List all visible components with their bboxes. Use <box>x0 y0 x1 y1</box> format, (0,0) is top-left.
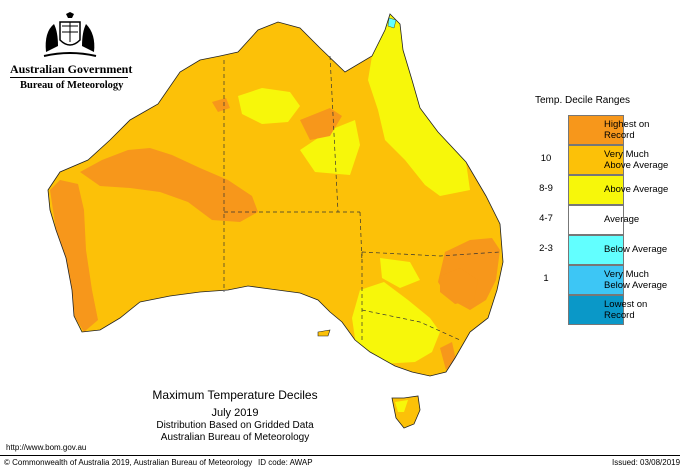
copyright-text: © Commonwealth of Australia 2019, Austra… <box>4 458 253 467</box>
legend-swatch <box>568 115 624 145</box>
record-high-top-end <box>212 98 230 112</box>
legend-item-above-average: 8-9 Above Average <box>530 175 680 205</box>
border-nt-qld <box>329 55 339 213</box>
map-method: Distribution Based on Gridded Data <box>156 420 314 431</box>
mainland-outline <box>47 13 504 377</box>
legend-label: Highest on Record <box>604 119 650 141</box>
legend-item-very-much-below-average: 1 Very Much Below Average <box>530 265 680 295</box>
above-average-southern-nsw <box>380 258 420 288</box>
footer-divider <box>0 455 680 456</box>
legend-swatch <box>568 205 624 235</box>
bureau-title: Bureau of Meteorology <box>20 80 124 91</box>
legend-swatch <box>568 235 624 265</box>
legend-swatch <box>568 145 624 175</box>
border-qld-sa-nsw <box>359 211 363 263</box>
record-high-nt-south <box>300 108 342 140</box>
legend-item-below-average: 2-3 Below Average <box>530 235 680 265</box>
legend-item-very-much-above-average: 10 Very Much Above Average <box>530 145 680 175</box>
legend-range: 1 <box>543 273 549 284</box>
legend-label: Above Average <box>604 184 669 195</box>
legend-item-average: 4-7 Average <box>530 205 680 235</box>
map-source: Australian Bureau of Meteorology <box>160 432 310 443</box>
government-title: Australian Government <box>10 62 133 76</box>
state-borders <box>223 55 501 341</box>
issued-date: Issued: 03/08/2019 <box>612 458 680 467</box>
legend-label: Very Much Above Average <box>604 149 669 171</box>
legend-swatch <box>568 295 624 325</box>
header-divider <box>10 77 128 78</box>
legend-label: Lowest on Record <box>604 299 648 321</box>
legend-item-highest-on-record: Highest on Record <box>530 115 680 145</box>
legend-range: 2-3 <box>539 243 553 254</box>
above-average-victoria-nsw <box>352 282 440 364</box>
bom-website-link[interactable]: http://www.bom.gov.au <box>6 443 87 452</box>
map-period: July 2019 <box>211 407 259 419</box>
legend-title: Temp. Decile Ranges <box>535 95 631 106</box>
record-high-kimberley-pilbara <box>80 148 258 222</box>
map-title-block: Maximum Temperature Deciles July 2019 Di… <box>120 388 350 444</box>
record-high-southwest-wa <box>50 180 98 332</box>
kangaroo-island <box>317 329 331 337</box>
legend-range: 10 <box>540 153 552 164</box>
legend-label: Below Average <box>604 244 668 255</box>
legend-range: 8-9 <box>539 183 553 194</box>
legend-label: Very Much Below Average <box>604 269 668 291</box>
id-code: ID code: AWAP <box>258 458 313 467</box>
legend-range: 4-7 <box>539 213 553 224</box>
border-nsw-vic <box>361 309 461 341</box>
above-average-top-end <box>238 88 300 124</box>
cape-york-below-average-patch <box>387 17 397 29</box>
legend-item-lowest-on-record: Lowest on Record <box>530 295 680 325</box>
tasmania-above-average <box>395 400 408 412</box>
australian-coat-of-arms-icon <box>43 12 97 57</box>
legend-swatch <box>568 175 624 205</box>
border-nsw-qld <box>361 251 501 257</box>
map-title: Maximum Temperature Deciles <box>152 388 318 402</box>
above-average-central-queensland <box>300 120 360 175</box>
legend-swatch <box>568 265 624 295</box>
record-high-victoria <box>440 268 478 304</box>
legend-label: Average <box>604 214 640 225</box>
